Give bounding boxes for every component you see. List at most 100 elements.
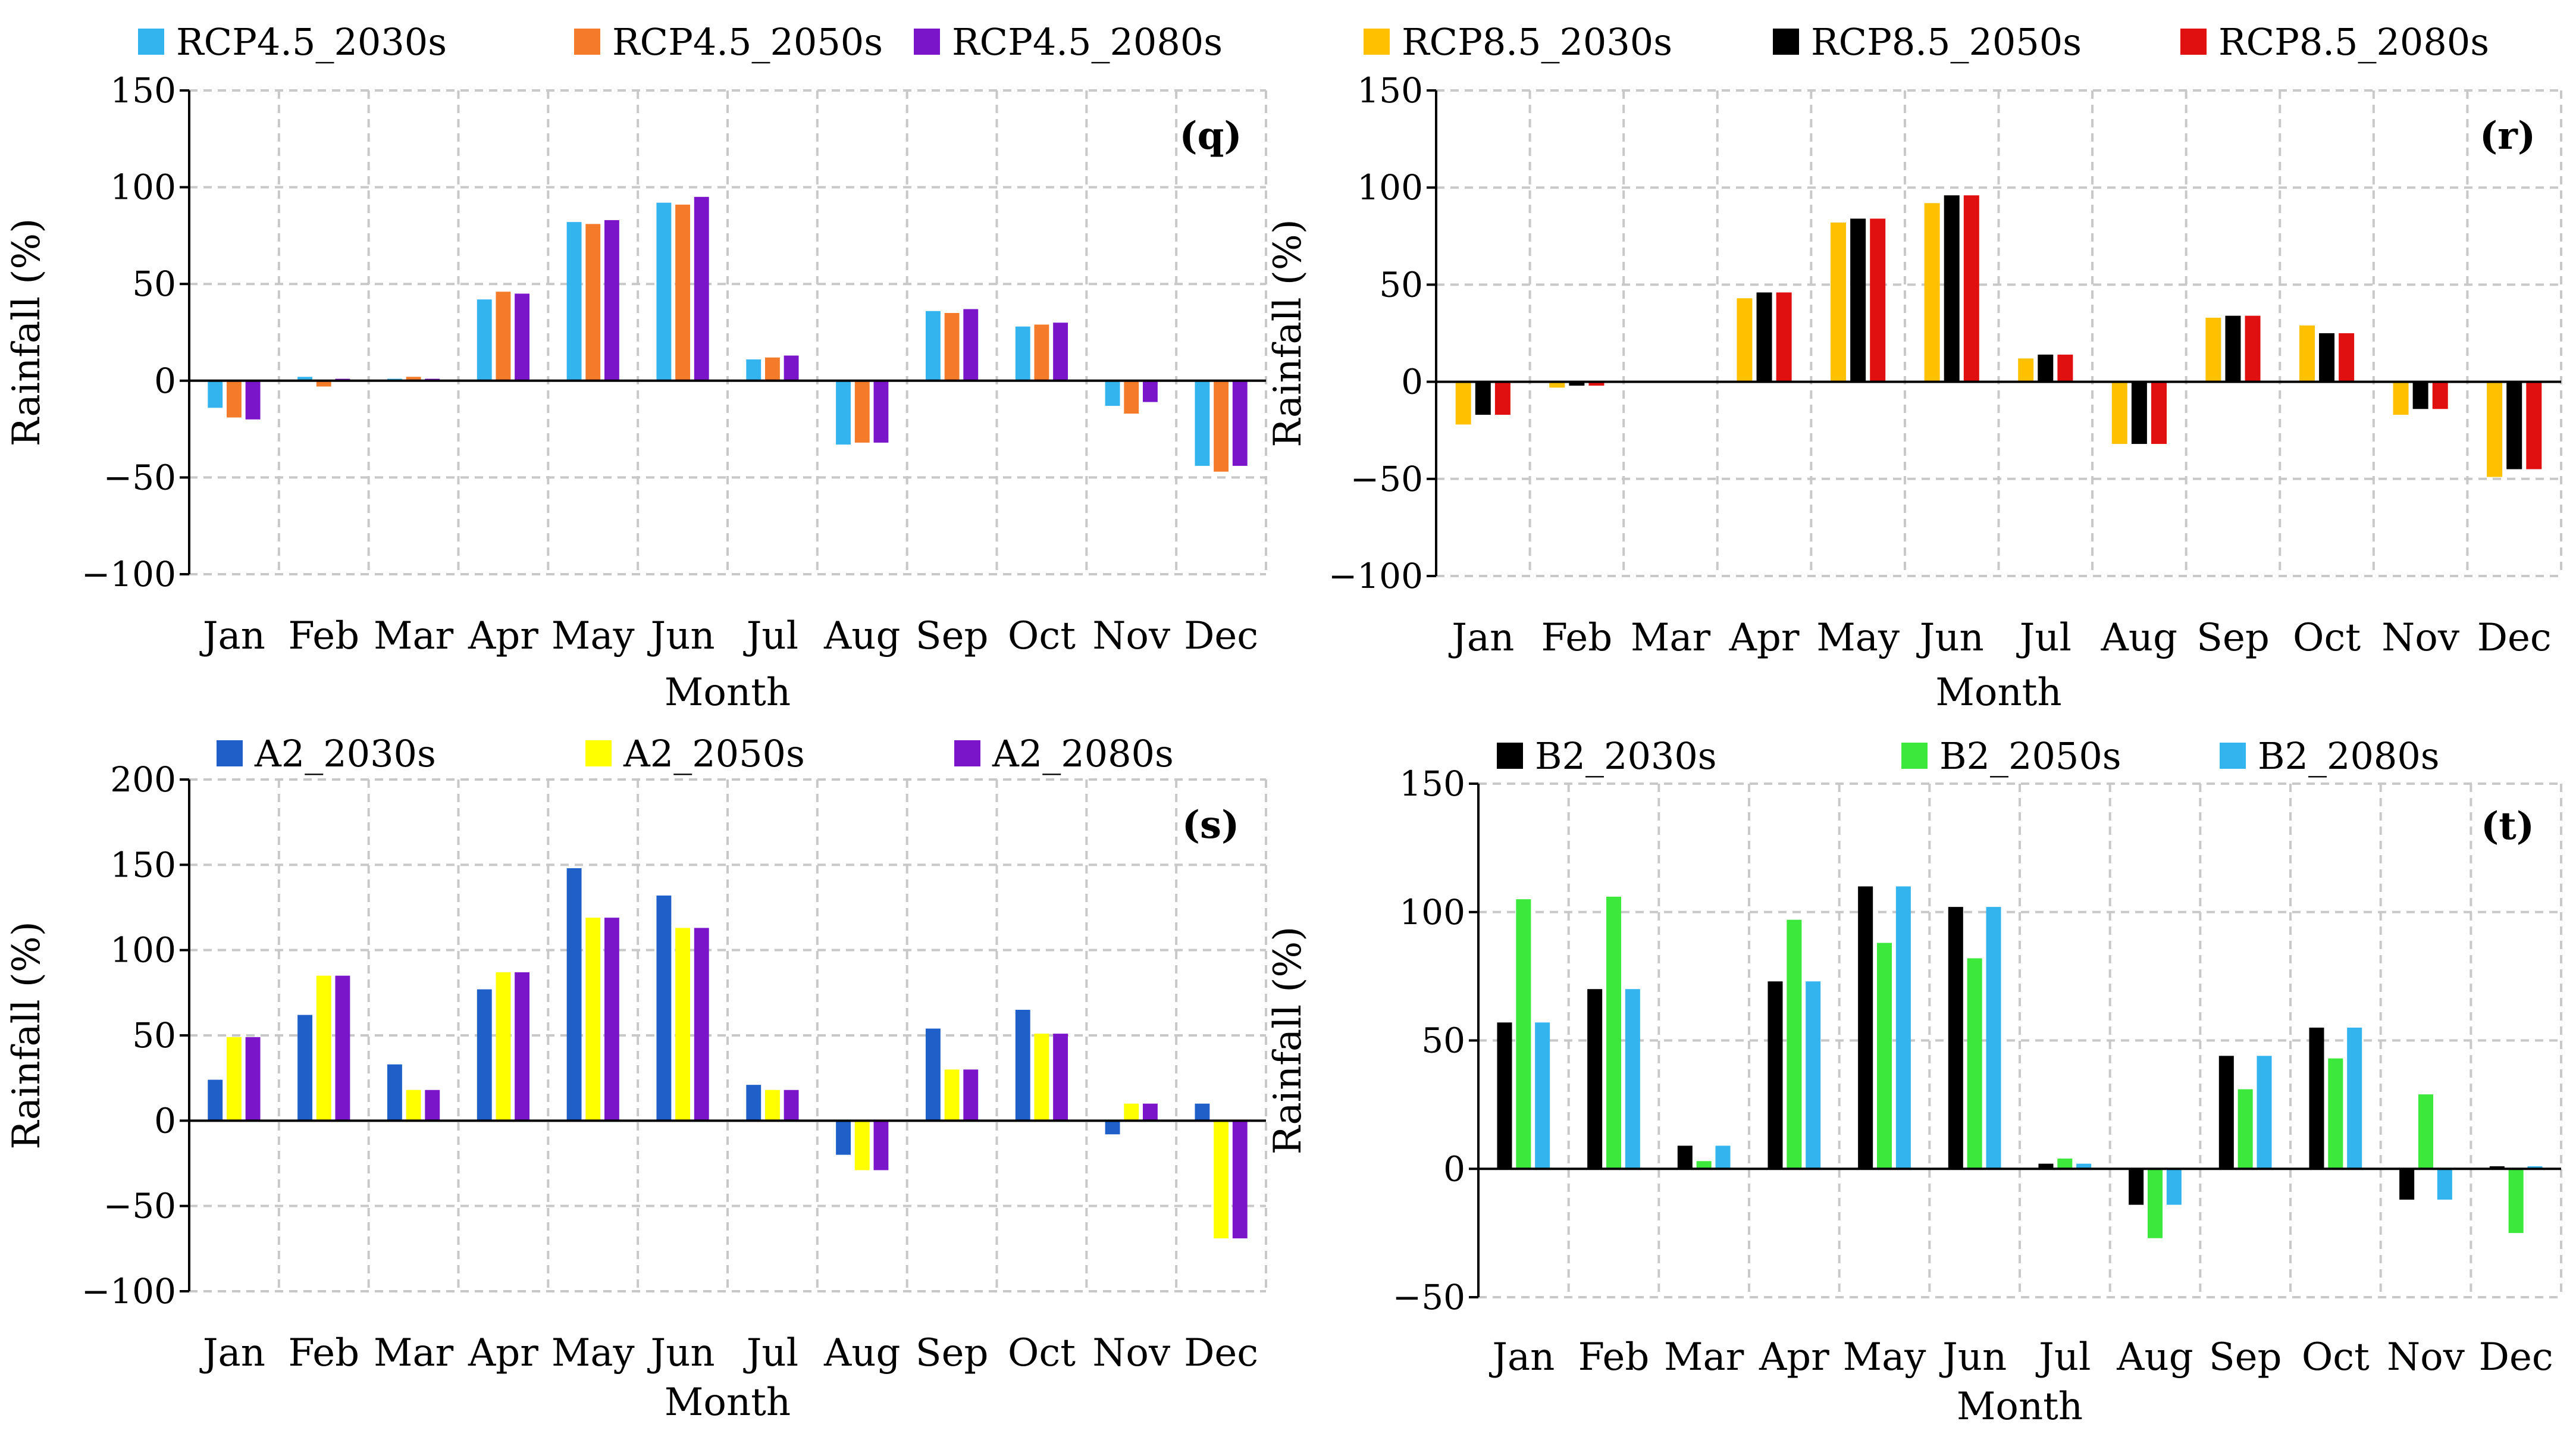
legend-label: B2_2030s xyxy=(1535,734,1717,778)
legend-label: RCP4.5_2080s xyxy=(952,20,1223,64)
x-tick-label: Feb xyxy=(288,614,359,658)
bar-rcp8-5-2050s-nov xyxy=(2412,381,2428,409)
bar-b2-2030s-dec xyxy=(2489,1166,2505,1169)
x-tick-label: Mar xyxy=(374,1331,454,1375)
bar-b2-2080s-sep xyxy=(2257,1056,2272,1169)
bar-rcp8-5-2050s-feb xyxy=(1569,381,1585,386)
bar-rcp4-5-2030s-jan xyxy=(208,380,223,408)
bar-rcp4-5-2050s-jan xyxy=(226,380,242,418)
bar-rcp4-5-2030s-dec xyxy=(1195,380,1210,466)
legend-swatch xyxy=(914,29,940,55)
x-tick-label: Jul xyxy=(743,614,798,658)
bar-rcp4-5-2080s-oct xyxy=(1053,323,1068,381)
bar-a2-2080s-mar xyxy=(425,1090,440,1121)
y-tick-label: 150 xyxy=(1399,763,1465,804)
y-tick-label: 100 xyxy=(110,167,176,208)
bar-rcp8-5-2030s-apr xyxy=(1737,298,1753,382)
bar-rcp8-5-2080s-feb xyxy=(1588,381,1604,386)
bar-a2-2080s-oct xyxy=(1053,1034,1068,1121)
y-tick-label: 150 xyxy=(110,70,176,111)
bar-b2-2030s-jun xyxy=(1948,907,1963,1169)
bar-rcp4-5-2080s-aug xyxy=(873,380,889,443)
x-tick-label: Jul xyxy=(743,1331,798,1375)
panel-tag: (t) xyxy=(2481,804,2534,849)
bar-rcp8-5-2050s-apr xyxy=(1756,292,1772,382)
bar-rcp8-5-2030s-dec xyxy=(2487,381,2503,477)
bar-b2-2080s-jun xyxy=(1986,907,2001,1169)
x-tick-label: Mar xyxy=(374,614,454,658)
bar-rcp4-5-2030s-jul xyxy=(746,359,761,381)
bar-rcp8-5-2050s-jul xyxy=(2038,354,2054,382)
bar-rcp8-5-2080s-sep xyxy=(2245,315,2261,382)
x-tick-label: Sep xyxy=(2196,616,2270,660)
bar-a2-2050s-apr xyxy=(496,972,511,1121)
bar-b2-2030s-nov xyxy=(2399,1169,2415,1200)
y-axis-title: Rainfall (%) xyxy=(5,921,49,1149)
bar-b2-2050s-jan xyxy=(1516,899,1531,1169)
bar-rcp8-5-2050s-jan xyxy=(1475,381,1491,415)
x-tick-label: Sep xyxy=(916,614,989,658)
legend-swatch xyxy=(1364,29,1390,55)
bar-a2-2050s-aug xyxy=(854,1120,870,1170)
bar-rcp4-5-2080s-sep xyxy=(963,309,979,381)
bar-rcp8-5-2080s-dec xyxy=(2526,381,2542,469)
bar-b2-2050s-apr xyxy=(1787,919,1802,1169)
legend-swatch xyxy=(1901,743,1928,769)
bar-rcp8-5-2030s-nov xyxy=(2393,381,2409,415)
bar-a2-2030s-sep xyxy=(925,1028,941,1121)
x-tick-label: Jan xyxy=(1488,1335,1555,1379)
bar-rcp8-5-2050s-dec xyxy=(2506,381,2522,469)
y-tick-label: 50 xyxy=(132,264,176,304)
bar-rcp8-5-2030s-oct xyxy=(2299,325,2315,382)
y-tick-label: 100 xyxy=(1399,892,1465,932)
bar-rcp4-5-2080s-nov xyxy=(1142,380,1158,402)
legend-swatch xyxy=(954,740,980,766)
y-tick-label: −100 xyxy=(1328,556,1423,596)
bar-b2-2050s-may xyxy=(1876,943,1892,1169)
bar-b2-2050s-dec xyxy=(2508,1169,2524,1234)
legend-swatch xyxy=(574,29,600,55)
bar-b2-2080s-nov xyxy=(2437,1169,2452,1200)
y-tick-label: −50 xyxy=(1350,459,1423,499)
bar-rcp8-5-2050s-jun xyxy=(1944,195,1960,382)
bar-a2-2030s-jun xyxy=(656,895,672,1121)
x-tick-label: Aug xyxy=(2116,1335,2193,1379)
bar-b2-2050s-jun xyxy=(1967,958,1982,1169)
bar-b2-2080s-mar xyxy=(1715,1145,1731,1169)
bar-rcp8-5-2050s-oct xyxy=(2319,333,2335,382)
x-tick-label: Jan xyxy=(199,614,265,658)
bar-rcp8-5-2080s-jan xyxy=(1494,381,1510,415)
y-axis-title: Rainfall (%) xyxy=(1266,926,1310,1154)
bar-b2-2050s-sep xyxy=(2237,1089,2253,1169)
bar-rcp4-5-2050s-dec xyxy=(1214,380,1229,472)
bar-a2-2080s-jul xyxy=(784,1090,799,1121)
bar-b2-2050s-jul xyxy=(2057,1158,2073,1169)
bar-b2-2080s-jul xyxy=(2076,1163,2092,1169)
bar-b2-2080s-aug xyxy=(2166,1169,2182,1205)
bar-rcp4-5-2050s-oct xyxy=(1034,324,1049,381)
bar-rcp4-5-2050s-nov xyxy=(1124,380,1139,414)
bar-a2-2080s-aug xyxy=(873,1120,889,1170)
x-axis-title: Month xyxy=(1935,671,2061,715)
bar-rcp8-5-2030s-may xyxy=(1831,222,1847,382)
y-tick-label: 150 xyxy=(110,844,176,885)
y-tick-label: 0 xyxy=(154,1100,176,1141)
y-tick-label: 150 xyxy=(1357,70,1423,111)
bar-b2-2030s-oct xyxy=(2309,1027,2324,1169)
y-tick-label: 0 xyxy=(1401,362,1423,402)
x-tick-label: Jun xyxy=(647,614,715,658)
legend-swatch xyxy=(138,29,164,55)
x-tick-label: May xyxy=(551,614,635,658)
bar-rcp4-5-2080s-may xyxy=(604,220,619,381)
x-tick-label: Aug xyxy=(823,1331,900,1375)
bar-rcp4-5-2030s-jun xyxy=(656,202,672,381)
legend-swatch xyxy=(585,740,612,766)
bar-b2-2030s-aug xyxy=(2129,1169,2144,1205)
bar-rcp4-5-2050s-aug xyxy=(854,380,870,443)
x-tick-label: Oct xyxy=(2293,616,2361,660)
x-tick-label: Dec xyxy=(2479,1335,2553,1379)
legend-label: B2_2080s xyxy=(2258,734,2440,778)
bar-b2-2030s-feb xyxy=(1587,989,1603,1169)
bar-rcp4-5-2080s-jul xyxy=(784,355,799,381)
bar-b2-2080s-jan xyxy=(1535,1022,1550,1169)
